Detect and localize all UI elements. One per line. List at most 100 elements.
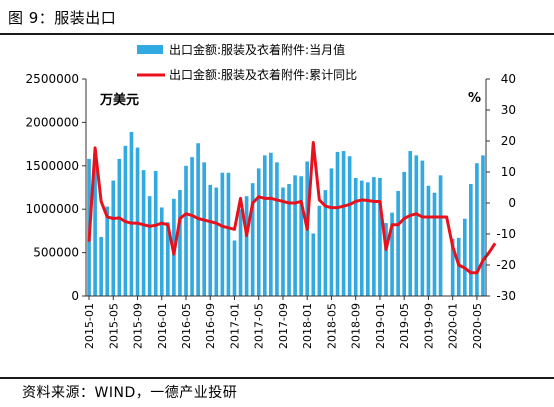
- bar: [335, 151, 340, 296]
- bar: [450, 238, 455, 296]
- bar: [469, 184, 473, 296]
- right-tick-label: 10: [501, 165, 516, 179]
- line-series: [87, 141, 497, 275]
- bar: [244, 196, 249, 296]
- left-tick-label: 2000000: [26, 115, 79, 129]
- bar: [329, 168, 334, 296]
- bar: [420, 160, 425, 296]
- bar: [262, 155, 267, 296]
- axes: 0 500000 1000000 1500000 2000000 2500000 -30 -2…: [26, 72, 516, 349]
- bar: [214, 187, 219, 296]
- bar: [481, 155, 485, 296]
- x-tick-label: 2018-09: [350, 303, 363, 349]
- bar: [414, 155, 419, 296]
- bar: [372, 177, 376, 296]
- x-tick-label: 2015-09: [132, 303, 145, 349]
- bar: [190, 157, 194, 296]
- right-tick-label: 30: [501, 103, 516, 117]
- bar-series: [87, 131, 485, 296]
- bar: [299, 176, 303, 296]
- left-axis-unit: 万美元: [99, 92, 139, 108]
- bar: [117, 158, 122, 296]
- x-tick-label: 2016-05: [180, 303, 193, 349]
- bar: [153, 171, 158, 296]
- right-tick-label: 20: [501, 134, 516, 148]
- bar: [293, 175, 297, 296]
- x-tick-label: 2019-09: [422, 303, 435, 349]
- bar: [359, 180, 364, 296]
- bar: [238, 209, 243, 296]
- bar: [269, 152, 273, 296]
- x-tick-label: 2017-01: [228, 303, 241, 349]
- bar: [226, 172, 231, 296]
- left-tick-label: 2500000: [26, 72, 79, 86]
- right-tick-label: -10: [496, 227, 516, 241]
- bottom-divider: [0, 377, 554, 379]
- bar: [396, 190, 400, 296]
- x-tick-label: 2019-05: [398, 303, 411, 349]
- bar: [275, 162, 279, 296]
- bar: [432, 192, 437, 296]
- bar: [166, 222, 170, 296]
- right-tick-label: 40: [501, 72, 516, 86]
- bar: [341, 151, 346, 296]
- bar: [366, 182, 370, 296]
- bar: [353, 177, 358, 296]
- bar: [323, 190, 328, 296]
- figure-title: 图 9：服装出口: [8, 9, 117, 27]
- legend-swatch-bar: [137, 45, 163, 54]
- source-note: 资料来源：WIND，一德产业投研: [22, 385, 238, 401]
- x-tick-label: 2018-05: [325, 303, 338, 349]
- bar: [347, 156, 352, 296]
- right-tick-label: -20: [496, 258, 516, 272]
- x-tick-label: 2020-05: [471, 303, 484, 349]
- x-tick-label: 2015-05: [107, 303, 120, 349]
- left-tick-label: 1500000: [26, 159, 79, 173]
- x-tick-label: 2020-01: [447, 303, 460, 349]
- bar: [317, 205, 322, 296]
- bar: [147, 196, 152, 296]
- x-tick-label: 2015-01: [83, 303, 96, 349]
- bar: [462, 218, 467, 296]
- bar: [456, 237, 461, 296]
- bar: [208, 184, 213, 296]
- x-tick-label: 2017-05: [253, 303, 266, 349]
- bar: [256, 168, 261, 296]
- bar: [408, 151, 413, 296]
- top-divider: [0, 33, 554, 35]
- bar: [105, 206, 110, 296]
- legend-label-bar: 出口金额:服装及衣着附件:当月值: [169, 42, 345, 57]
- bar: [202, 162, 206, 296]
- legend-label-line: 出口金额:服装及衣着附件:累计同比: [169, 67, 357, 82]
- bar: [178, 190, 182, 296]
- x-tick-label: 2016-09: [204, 303, 217, 349]
- bar: [384, 223, 388, 296]
- bar: [390, 212, 394, 296]
- bar: [287, 184, 291, 296]
- bar: [475, 163, 479, 296]
- x-tick-label: 2018-01: [301, 303, 314, 349]
- bar: [99, 236, 103, 296]
- left-tick-label: 500000: [33, 246, 79, 260]
- x-tick-label: 2017-09: [277, 303, 290, 349]
- bar: [232, 240, 237, 296]
- bar: [159, 207, 164, 296]
- bar: [438, 175, 443, 296]
- right-tick-label: 0: [508, 196, 516, 210]
- bar: [281, 187, 285, 296]
- bar: [311, 233, 316, 296]
- bar: [129, 131, 134, 296]
- left-tick-label: 0: [71, 289, 79, 303]
- chart: 0 500000 1000000 1500000 2000000 2500000 -30 -2…: [26, 42, 516, 349]
- bar: [250, 183, 255, 296]
- bar: [378, 177, 382, 296]
- right-tick-label: -30: [496, 289, 516, 303]
- bar: [141, 170, 146, 296]
- bar: [402, 171, 406, 296]
- x-tick-label: 2016-01: [156, 303, 169, 349]
- bar: [93, 152, 97, 296]
- bar: [426, 185, 431, 296]
- bar: [220, 172, 225, 296]
- bar: [184, 165, 188, 296]
